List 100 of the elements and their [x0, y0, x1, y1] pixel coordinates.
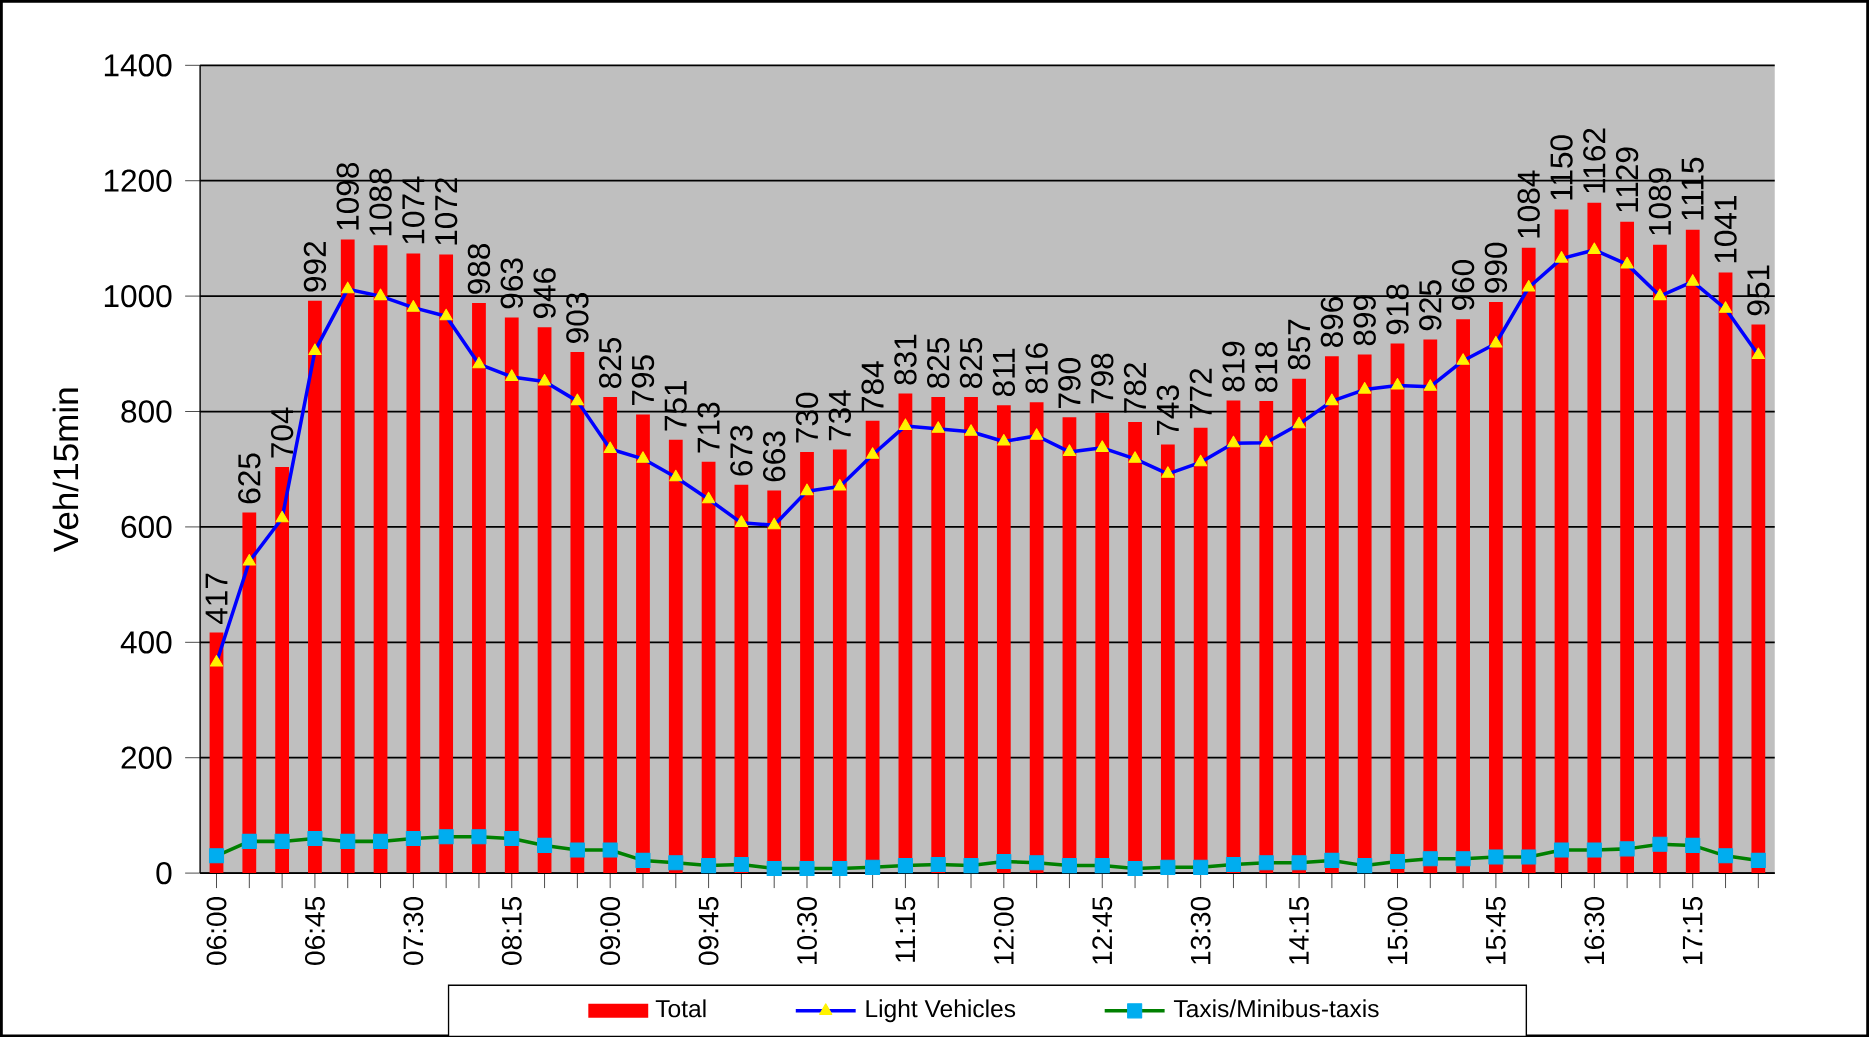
bar: [1653, 244, 1667, 873]
data-label: 963: [500, 258, 523, 309]
bar: [1259, 401, 1274, 873]
bar: [537, 327, 552, 873]
data-label: 1088: [369, 168, 392, 236]
data-label: 831: [894, 334, 917, 385]
bar: [1029, 402, 1044, 873]
data-label: 713: [697, 402, 720, 453]
bar: [439, 254, 454, 873]
data-label: 903: [566, 292, 589, 343]
bar: [931, 396, 946, 873]
data-label: 951: [1747, 265, 1770, 316]
data-label: 673: [730, 425, 753, 476]
data-label: 925: [1419, 280, 1442, 331]
x-tick-label: 10:30: [797, 896, 817, 964]
data-label: 811: [992, 348, 1016, 396]
data-label: 857: [1287, 319, 1311, 370]
bar: [1423, 339, 1438, 873]
y-tick-label: 1000: [104, 284, 172, 308]
data-label: 1115: [1681, 157, 1704, 220]
bar: [472, 302, 486, 873]
y-tick-label: 800: [121, 400, 172, 423]
y-tick-label: 200: [121, 746, 172, 769]
data-label: 1089: [1648, 168, 1672, 235]
bar: [242, 512, 257, 873]
data-label: 663: [763, 431, 786, 482]
y-tick-label: 600: [121, 515, 172, 538]
bar: [504, 317, 519, 873]
bar: [636, 414, 650, 873]
bar: [275, 466, 290, 873]
bar: [1456, 319, 1470, 873]
data-label: 625: [238, 453, 261, 504]
x-tick-label: 16:30: [1584, 896, 1605, 964]
bar: [1587, 202, 1602, 873]
bar: [1324, 356, 1339, 873]
data-label: 960: [1451, 259, 1475, 310]
x-tick-label: 15:00: [1387, 896, 1408, 964]
legend-label: Taxis/Minibus-taxis: [1173, 999, 1379, 1018]
x-tick-label: 07:30: [403, 896, 424, 965]
x-tick-label: 11:15: [895, 896, 916, 962]
bar: [1292, 378, 1306, 873]
x-tick-label: 09:45: [698, 896, 719, 965]
data-label: 790: [1058, 357, 1081, 408]
bar: [570, 351, 585, 873]
x-tick-label: 12:45: [1092, 896, 1113, 964]
x-tick-label: 17:15: [1682, 896, 1703, 964]
data-label: 734: [828, 390, 852, 441]
data-label: 1072: [434, 178, 458, 245]
data-label: 1041: [1714, 195, 1737, 263]
bar: [1554, 209, 1569, 873]
bar: [1751, 324, 1766, 873]
bar: [668, 439, 683, 873]
x-tick-label: 08:15: [501, 896, 522, 965]
x-tick-label: 14:15: [1289, 896, 1309, 964]
y-tick-label: 1200: [104, 169, 172, 192]
bar: [1521, 247, 1536, 873]
bar: [308, 300, 322, 873]
data-label: 899: [1353, 295, 1376, 346]
y-tick-label: 1400: [104, 54, 172, 77]
data-label: 1084: [1517, 170, 1540, 238]
data-label: 825: [959, 337, 983, 388]
data-label: 816: [1025, 343, 1048, 394]
bar: [1489, 301, 1503, 873]
data-label: 1074: [402, 176, 425, 244]
legend-label: Total: [655, 999, 706, 1018]
bar: [1685, 229, 1700, 873]
x-tick-label: 12:00: [993, 896, 1014, 964]
bar: [1390, 343, 1405, 873]
bar: [406, 253, 421, 873]
x-tick-label: 15:45: [1486, 896, 1506, 964]
y-tick-label: 0: [156, 861, 172, 885]
x-tick-label: 09:00: [600, 896, 621, 965]
bar: [1718, 272, 1733, 873]
data-label: 798: [1091, 353, 1114, 404]
bar: [996, 405, 1011, 873]
y-axis-title: Veh/15min: [52, 388, 79, 552]
data-label: 825: [598, 337, 622, 388]
data-label: 896: [1320, 296, 1344, 347]
data-label: 992: [303, 241, 327, 292]
data-label: 918: [1386, 284, 1409, 335]
data-label: 784: [861, 361, 884, 412]
bar: [373, 245, 388, 873]
data-label: 730: [795, 392, 819, 443]
data-label: 1162: [1583, 128, 1606, 193]
data-label: 417: [205, 573, 228, 624]
data-label: 772: [1189, 368, 1212, 419]
data-label: 1150: [1550, 135, 1573, 200]
data-label: 1098: [336, 162, 359, 230]
x-tick-label: 06:00: [206, 896, 227, 965]
x-tick-label: 06:45: [305, 896, 325, 965]
data-label: 818: [1255, 341, 1278, 392]
data-label: 825: [927, 337, 950, 388]
data-label: 988: [467, 243, 491, 294]
bar: [1620, 221, 1635, 873]
data-label: 990: [1484, 242, 1508, 293]
bar: [734, 484, 749, 873]
x-tick-label: 13:30: [1190, 896, 1211, 964]
y-tick-label: 400: [120, 630, 172, 654]
data-label: 946: [533, 268, 556, 318]
bar: [340, 239, 355, 873]
